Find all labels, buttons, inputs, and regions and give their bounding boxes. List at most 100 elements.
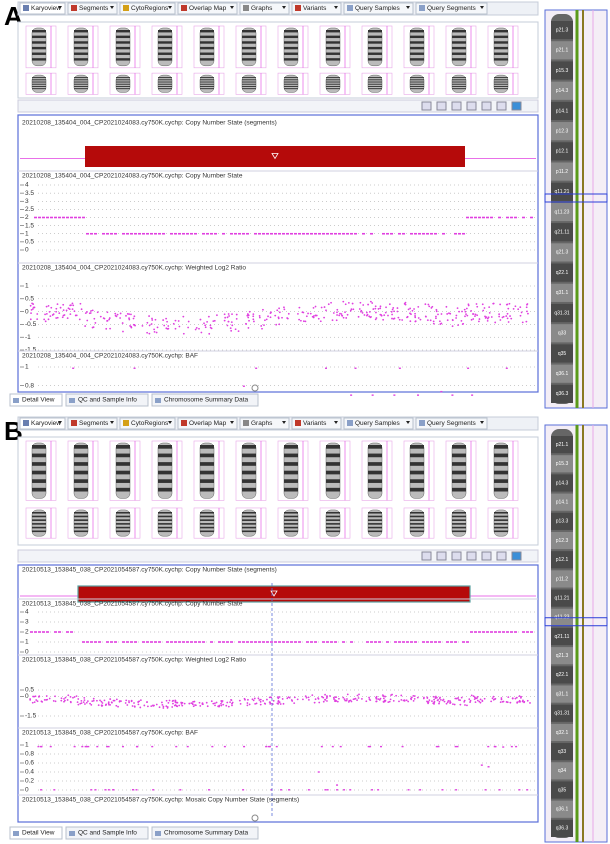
segment-marker (270, 590, 278, 597)
toolbar-button[interactable] (421, 101, 432, 111)
log2-point (296, 698, 299, 701)
chromosome-band (242, 41, 256, 44)
log2-point (56, 316, 59, 319)
tab[interactable] (291, 2, 342, 15)
tab[interactable] (343, 2, 414, 15)
log2-point (291, 700, 294, 702)
log2-point (168, 699, 171, 702)
tab[interactable] (119, 2, 176, 15)
ideogram-band-label: q35 (558, 787, 567, 793)
log2-point (281, 698, 284, 700)
chromosome-band (200, 523, 214, 525)
log2-point (374, 318, 377, 321)
baf-point (326, 789, 329, 791)
tab[interactable] (119, 417, 176, 430)
toolbar-button[interactable] (421, 551, 432, 561)
log2-point (167, 325, 170, 327)
tab[interactable] (177, 417, 238, 430)
cn-dot (346, 232, 349, 235)
cn-dot (342, 641, 345, 643)
cn-dot (450, 641, 453, 643)
tab[interactable] (19, 2, 66, 15)
log2-point (438, 697, 441, 700)
track-title: 20210513_153845_038_CP2021054587.cy750K.… (22, 567, 277, 574)
log2-point (445, 305, 448, 308)
bottom-tab-label: Chromosome Summary Data (164, 397, 249, 404)
log2-point (423, 696, 425, 699)
bottom-tab[interactable] (9, 826, 63, 840)
log2-point (472, 318, 475, 320)
toolbar-button[interactable] (451, 551, 462, 561)
log2-point (63, 314, 66, 316)
log2-point (59, 306, 62, 309)
toolbar-button[interactable] (511, 101, 522, 111)
toolbar-button[interactable] (451, 101, 462, 111)
log2-point (424, 315, 427, 318)
log2-point (166, 320, 168, 323)
tab[interactable] (67, 417, 118, 430)
tab[interactable] (19, 417, 66, 430)
chromosome-band (242, 35, 256, 39)
log2-point (416, 696, 419, 699)
toolbar-button[interactable] (466, 551, 477, 561)
toolbar-button[interactable] (481, 551, 492, 561)
toolbar-button[interactable] (511, 551, 522, 561)
tab[interactable] (177, 2, 238, 15)
log2-point (449, 702, 452, 704)
ideogram-band (551, 570, 573, 588)
log2-point (410, 698, 413, 701)
log2-point (244, 698, 246, 701)
bottom-tab[interactable] (9, 393, 63, 407)
cn-dot (146, 232, 149, 235)
toolbar-button[interactable] (466, 101, 477, 111)
bottom-tab[interactable] (65, 393, 149, 407)
log2-point (114, 314, 117, 317)
tab-label: CytoRegions (131, 420, 169, 427)
tab[interactable] (239, 2, 290, 15)
bottom-tab[interactable] (151, 826, 259, 840)
log2-point (438, 702, 440, 705)
log2-point (45, 695, 48, 697)
bottom-tab-icon (155, 398, 161, 403)
ideogram-band-label: q11.21 (555, 189, 570, 195)
toolbar-button[interactable] (436, 101, 447, 111)
log2-point (118, 700, 121, 703)
bottom-tab[interactable] (151, 393, 259, 407)
baf-point (440, 390, 443, 393)
toolbar-button[interactable] (481, 101, 492, 111)
baf-point (401, 745, 404, 748)
tab[interactable] (415, 2, 488, 15)
toolbar-button[interactable] (496, 551, 507, 561)
track-title: 20210513_153845_038_CP2021054587.cy750K.… (22, 601, 243, 608)
log2-point (332, 312, 335, 314)
cn-dot (74, 216, 77, 219)
chromosome-band (284, 530, 298, 533)
log2-point (457, 698, 460, 701)
tab[interactable] (343, 417, 414, 430)
chromosome-band (242, 523, 256, 525)
bottom-tab[interactable] (65, 826, 149, 840)
chromosome-band (32, 511, 46, 514)
toolbar-button[interactable] (436, 551, 447, 561)
cn-dot (506, 216, 509, 219)
chromosome-band (410, 462, 424, 466)
log2-point (510, 317, 513, 320)
chromosome-band (410, 52, 424, 55)
log2-point (143, 704, 146, 707)
log2-point (476, 314, 479, 317)
log2-point (210, 327, 213, 330)
log2-point (86, 319, 89, 322)
log2-point (259, 703, 262, 706)
log2-point (338, 314, 341, 317)
ideogram-band-label: p11.2 (556, 169, 568, 175)
chromosome-frame (445, 440, 477, 501)
log2-point (446, 701, 449, 704)
chromosome-band (368, 470, 382, 475)
log2-point (312, 315, 315, 317)
tab[interactable] (67, 2, 118, 15)
tab[interactable] (291, 417, 342, 430)
tab[interactable] (239, 417, 290, 430)
toolbar-button[interactable] (496, 101, 507, 111)
y-tick-label: 0 (25, 693, 29, 700)
tab[interactable] (415, 417, 488, 430)
